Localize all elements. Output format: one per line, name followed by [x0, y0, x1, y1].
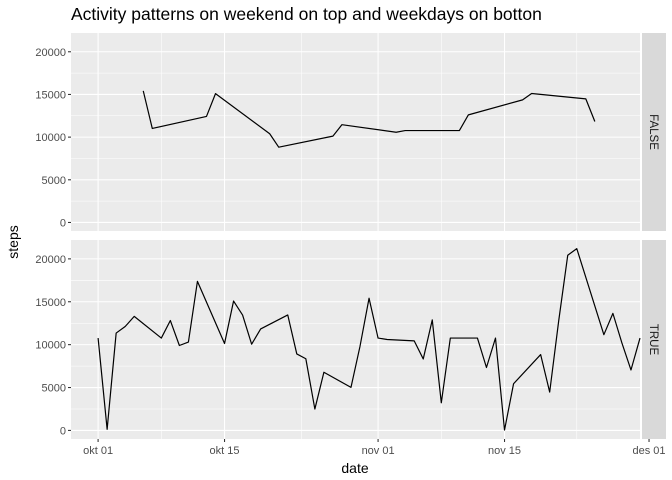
series-line: [142, 90, 596, 148]
panel-background: [71, 240, 640, 439]
x-tick-label: des 01: [633, 445, 666, 457]
facet-panel-true: 0 5000 10000 15000 20000 TRUE: [35, 240, 666, 439]
facet-strip-label: FALSE: [647, 114, 659, 150]
chart-title: Activity patterns on weekend on top and …: [71, 4, 542, 24]
y-tick-label: 0: [60, 217, 66, 229]
facet-strip: [642, 240, 666, 439]
x-tick-label: okt 01: [83, 445, 113, 457]
facet-panel-false: 0 5000 10000 15000 20000 FALSE: [35, 33, 666, 231]
y-tick-label: 20000: [35, 47, 66, 59]
y-tick-label: 0: [60, 425, 66, 437]
y-tick-label: 10000: [35, 132, 66, 144]
y-tick-label: 15000: [35, 297, 66, 309]
x-tick-label: okt 15: [210, 445, 240, 457]
x-tick-label: nov 15: [488, 445, 521, 457]
x-axis-title: date: [341, 460, 368, 476]
facet-strip-label: TRUE: [647, 324, 659, 356]
series-line: [97, 248, 641, 431]
panel-background: [71, 33, 640, 231]
x-tick-label: nov 01: [362, 445, 395, 457]
y-axis-title: steps: [5, 225, 21, 258]
y-tick-label: 15000: [35, 89, 66, 101]
y-tick-label: 5000: [42, 383, 66, 395]
y-tick-label: 20000: [35, 254, 66, 266]
facet-panels: 0 5000 10000 15000 20000 FALSE 0 5000 10000 15000…: [35, 33, 666, 457]
facet-strip: [642, 33, 666, 231]
y-tick-label: 10000: [35, 340, 66, 352]
y-tick-label: 5000: [42, 175, 66, 187]
